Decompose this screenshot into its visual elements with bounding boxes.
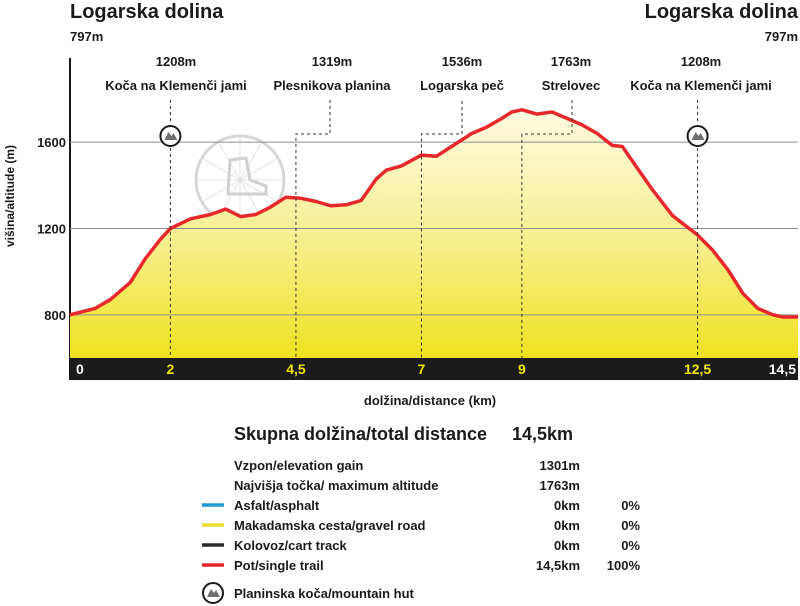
watermark-spoke <box>239 143 262 181</box>
x-axis-band <box>70 358 798 380</box>
mountain-hut-icon <box>159 125 182 147</box>
end-location-altitude: 797m <box>765 29 798 44</box>
summary-label: Najvišja točka/ maximum altitude <box>234 478 438 493</box>
legend-percent: 0% <box>621 538 640 553</box>
mountain-hut-icon <box>686 125 709 147</box>
legend-percent: 0% <box>621 518 640 533</box>
legend-percent: 100% <box>607 558 641 573</box>
waypoint-marker: 1763m Strelovec <box>521 54 601 358</box>
summary-stats: Vzpon/elevation gain 1301m Najvišja točka/… <box>234 458 580 493</box>
legend-label: Asfalt/asphalt <box>234 498 320 513</box>
start-location-altitude: 797m <box>70 29 103 44</box>
summary-value: 1763m <box>540 478 580 493</box>
total-distance-label: Skupna dolžina/total distance <box>234 424 487 444</box>
y-axis-label: višina/altitude (m) <box>3 145 17 247</box>
watermark-spoke <box>239 179 277 202</box>
legend-distance: 0km <box>554 498 580 513</box>
start-location-name: Logarska dolina <box>70 1 224 23</box>
waypoint-altitude: 1208m <box>156 54 196 69</box>
summary-value: 1301m <box>540 458 580 473</box>
legend-item: Pot/single trail 14,5km 100% <box>202 558 640 573</box>
total-distance-value: 14,5km <box>512 424 573 444</box>
x-tick-label: 12,5 <box>684 361 711 377</box>
watermark-spoke <box>218 143 241 181</box>
waypoint-marker: 1536m Logarska peč <box>420 54 504 358</box>
watermark-spoke <box>239 179 262 217</box>
x-tick-label: 2 <box>167 361 175 377</box>
hut-legend-label: Planinska koča/mountain hut <box>234 586 415 601</box>
waypoint-altitude: 1319m <box>312 54 352 69</box>
summary-label: Vzpon/elevation gain <box>234 458 363 473</box>
legend-item: Kolovoz/cart track 0km 0% <box>202 538 640 553</box>
watermark-spoke <box>239 158 277 181</box>
waypoint-name: Plesnikova planina <box>273 78 391 93</box>
legend-label: Pot/single trail <box>234 558 324 573</box>
x-tick-label: 0 <box>76 361 84 377</box>
legend-item: Asfalt/asphalt 0km 0% <box>202 498 640 513</box>
watermark-spoke <box>203 179 241 202</box>
waypoint-name: Logarska peč <box>420 78 504 93</box>
legend-percent: 0% <box>621 498 640 513</box>
x-axis-label: dolžina/distance (km) <box>364 393 496 408</box>
x-tick-label: 4,5 <box>286 361 306 377</box>
waypoint-marker: 1208m Koča na Klemenči jami <box>105 54 247 358</box>
trail-type-legend: Asfalt/asphalt 0km 0%Makadamska cesta/grav… <box>202 498 640 573</box>
legend-item: Makadamska cesta/gravel road 0km 0% <box>202 518 640 533</box>
waypoint-marker: 1319m Plesnikova planina <box>273 54 391 358</box>
waypoint-altitude: 1208m <box>681 54 721 69</box>
hut-icon-mountain <box>164 132 178 140</box>
waypoint-altitude: 1536m <box>442 54 482 69</box>
hut-legend-item: Planinska koča/mountain hut <box>202 582 415 604</box>
trail-line <box>69 108 798 319</box>
watermark-boot-icon <box>226 156 268 196</box>
y-tick-label: 800 <box>44 308 66 323</box>
watermark-spoke <box>203 158 241 181</box>
waypoint-name: Koča na Klemenči jami <box>630 78 772 93</box>
legend-distance: 14,5km <box>536 558 580 573</box>
legend-distance: 0km <box>554 518 580 533</box>
legend-label: Makadamska cesta/gravel road <box>234 518 426 533</box>
y-tick-label: 1200 <box>37 222 66 237</box>
waypoint-altitude: 1763m <box>551 54 591 69</box>
plot-area: skrite poti800120016001208mKoča na Kleme… <box>37 54 798 380</box>
end-location-name: Logarska dolina <box>645 1 799 23</box>
waypoint-marker: 1208m Koča na Klemenči jami <box>630 54 772 358</box>
x-tick-label: 9 <box>518 361 526 377</box>
mountain-hut-icon <box>202 582 224 604</box>
waypoint-name: Koča na Klemenči jami <box>105 78 247 93</box>
x-tick-label: 7 <box>418 361 426 377</box>
y-tick-label: 1600 <box>37 135 66 150</box>
waypoint-leader-line <box>295 100 331 358</box>
x-tick-label: 14,5 <box>769 361 796 377</box>
legend-label: Kolovoz/cart track <box>234 538 347 553</box>
elevation-area <box>70 109 798 358</box>
hut-icon-mountain <box>691 132 705 140</box>
legend-distance: 0km <box>554 538 580 553</box>
waypoint-name: Strelovec <box>542 78 601 93</box>
